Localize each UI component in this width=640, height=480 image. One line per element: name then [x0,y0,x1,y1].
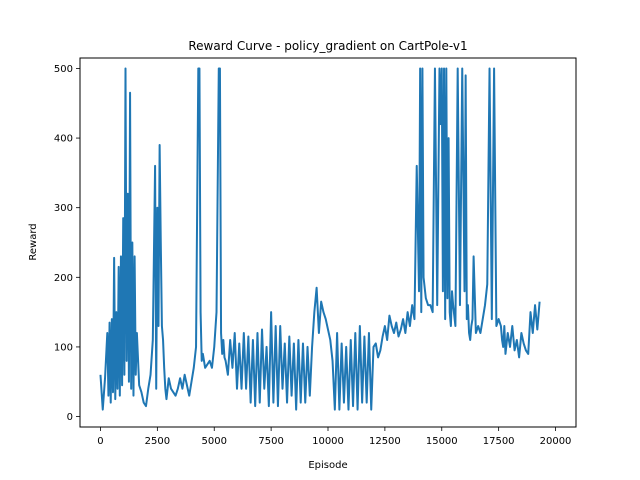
series-line-reward [99,67,541,411]
x-tick-label: 5000 [202,436,227,447]
x-tick-label: 7500 [258,436,283,447]
x-axis-label: Episode [308,460,347,471]
x-tick-label: 12500 [369,436,401,447]
y-tick-label: 500 [54,64,73,75]
y-tick-label: 0 [67,412,73,423]
x-tick-label: 0 [97,436,103,447]
x-tick-label: 15000 [426,436,458,447]
x-tick-label: 10000 [312,436,344,447]
y-tick-label: 300 [54,203,73,214]
y-tick-label: 100 [54,342,73,353]
chart-title: Reward Curve - policy_gradient on CartPo… [188,39,467,53]
x-tick-label: 20000 [540,436,572,447]
x-tick-label: 2500 [145,436,170,447]
y-axis-label: Reward [28,223,39,260]
y-tick-label: 200 [54,273,73,284]
x-tick-label: 17500 [483,436,515,447]
y-axis: 0 100 200 300 400 500 [54,64,80,423]
y-tick-label: 400 [54,134,73,145]
x-axis: 0 2500 5000 7500 10000 12500 15000 17500 20000 [97,427,571,447]
